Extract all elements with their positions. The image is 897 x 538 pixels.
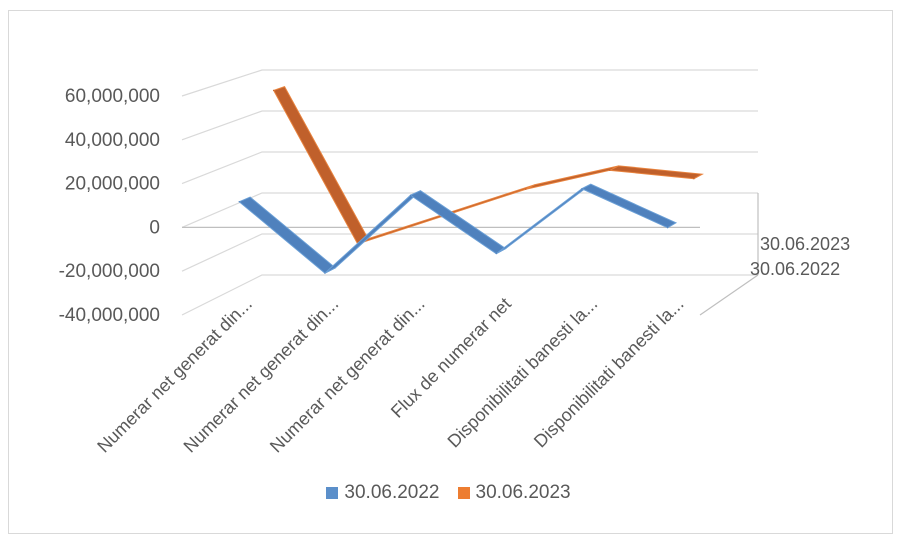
data-point — [609, 169, 611, 171]
depth-axis-labels: 30.06.2023 30.06.2022 — [750, 234, 850, 279]
series-segment — [580, 183, 678, 229]
gridline-2 — [181, 151, 758, 185]
y-tick-label: -40,000,000 — [59, 305, 160, 326]
gridline-4 — [181, 233, 758, 272]
series-segment — [441, 184, 536, 218]
series-segment — [272, 86, 369, 245]
data-point — [324, 272, 326, 274]
data-point — [693, 178, 695, 180]
gridline-5 — [181, 274, 758, 316]
y-axis-tick-labels: 60,000,000 40,000,000 20,000,000 0 -20,000,0… — [59, 86, 160, 326]
legend-item-2023: 30.06.2023 — [457, 482, 571, 504]
data-point — [581, 188, 583, 190]
legend-item-2022: 30.06.2022 — [326, 482, 440, 504]
grid-lines — [181, 69, 758, 316]
chart-frame — [8, 10, 893, 534]
data-point — [667, 227, 669, 229]
data-point — [238, 201, 240, 203]
series-segment — [238, 196, 337, 274]
x-category-label: Disponibilitati banesti la... — [444, 294, 602, 452]
series-30.06.2023 — [272, 86, 704, 245]
legend: 30.06.2022 30.06.2023 — [0, 482, 897, 504]
y-tick-label: 60,000,000 — [65, 86, 160, 107]
x-category-label: Numerar net generat din... — [180, 294, 343, 457]
legend-swatch-2022 — [326, 487, 339, 499]
data-point — [495, 253, 497, 255]
gridline-0 — [181, 69, 758, 97]
legend-label-2023: 30.06.2023 — [475, 482, 571, 503]
legend-label-2022: 30.06.2022 — [344, 482, 440, 503]
y-tick-label: -20,000,000 — [59, 261, 160, 282]
series-segment — [608, 165, 704, 180]
depth-axis-label: 30.06.2022 — [750, 259, 840, 279]
depth-axis-label: 30.06.2023 — [760, 234, 850, 254]
series-segment — [525, 165, 619, 190]
axis-lines — [182, 193, 759, 316]
data-point — [525, 188, 527, 190]
data-point — [273, 89, 275, 91]
series-lines — [238, 86, 704, 274]
y-tick-label: 40,000,000 — [65, 130, 160, 151]
legend-swatch-2023 — [457, 487, 470, 499]
y-tick-label: 20,000,000 — [65, 174, 160, 195]
x-category-label: Disponibilitati banesti la... — [530, 294, 688, 452]
depth-axis-line — [699, 274, 759, 316]
x-category-label: Numerar net generat din... — [266, 294, 429, 457]
series-30.06.2022 — [238, 183, 678, 274]
data-point — [409, 194, 412, 196]
y-tick-label: 0 — [149, 217, 160, 238]
x-axis-category-labels: Numerar net generat din...Numerar net ge… — [93, 294, 687, 457]
gridline-1 — [181, 110, 758, 141]
